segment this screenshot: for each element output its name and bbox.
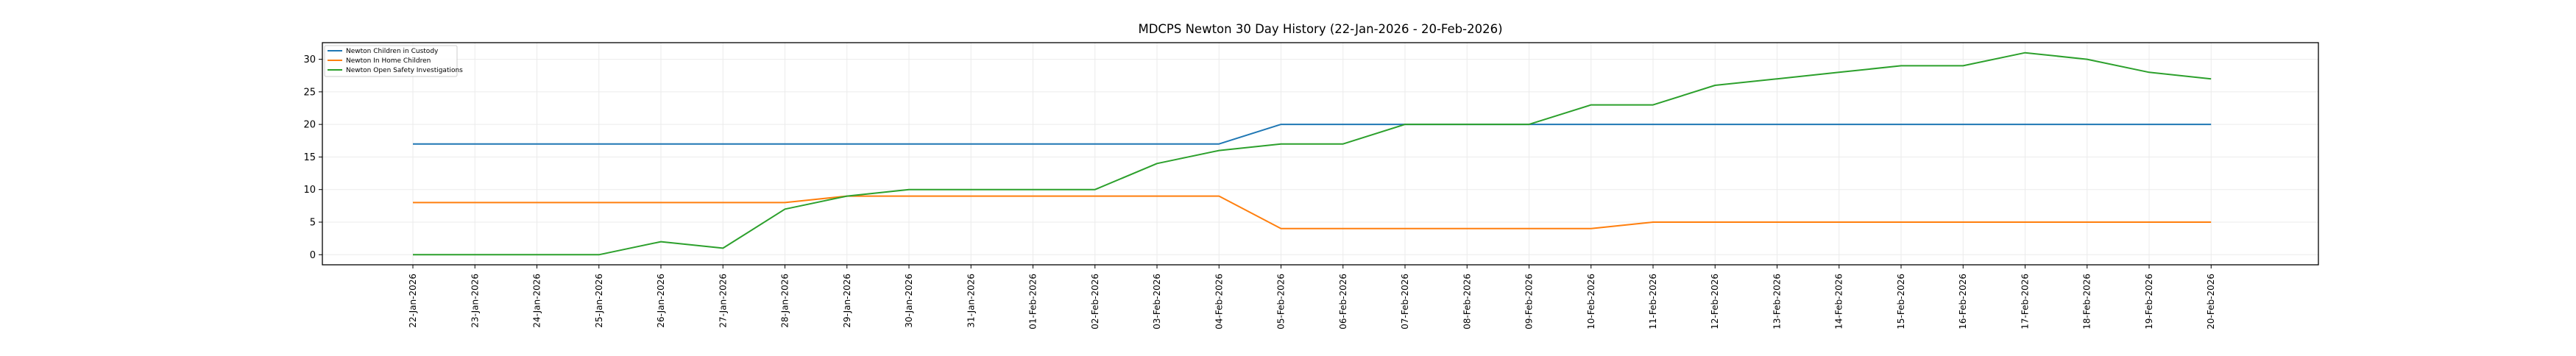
x-tick-label: 05-Feb-2026 bbox=[1276, 274, 1287, 330]
y-tick-label: 20 bbox=[303, 120, 316, 131]
grid bbox=[322, 43, 2318, 265]
x-tick-label: 23-Jan-2026 bbox=[470, 274, 480, 328]
y-tick-label: 15 bbox=[303, 152, 316, 163]
x-tick-label: 13-Feb-2026 bbox=[1772, 274, 1782, 330]
x-tick-label: 14-Feb-2026 bbox=[1834, 274, 1844, 330]
x-tick-label: 28-Jan-2026 bbox=[780, 274, 790, 328]
x-tick-label: 02-Feb-2026 bbox=[1090, 274, 1100, 330]
x-tick-label: 22-Jan-2026 bbox=[408, 274, 418, 328]
x-tick-label: 01-Feb-2026 bbox=[1028, 274, 1038, 330]
axes-frame bbox=[322, 43, 2318, 265]
x-tick-label: 16-Feb-2026 bbox=[1958, 274, 1968, 330]
legend-label: Newton Open Safety Investigations bbox=[346, 67, 463, 74]
x-tick-label: 17-Feb-2026 bbox=[2020, 274, 2030, 330]
legend-entry: Newton Open Safety Investigations bbox=[328, 67, 463, 74]
x-tick-label: 18-Feb-2026 bbox=[2082, 274, 2092, 330]
x-tick-label: 06-Feb-2026 bbox=[1338, 274, 1348, 330]
x-tick-label: 25-Jan-2026 bbox=[594, 274, 604, 328]
y-tick-label: 5 bbox=[310, 217, 316, 228]
x-tick-label: 08-Feb-2026 bbox=[1462, 274, 1472, 330]
y-tick-label: 0 bbox=[310, 250, 316, 261]
x-tick-label: 03-Feb-2026 bbox=[1152, 274, 1162, 330]
x-tick-label: 24-Jan-2026 bbox=[532, 274, 542, 328]
legend: Newton Children in Custody Newton In Hom… bbox=[325, 46, 463, 76]
x-tick-label: 10-Feb-2026 bbox=[1586, 274, 1596, 330]
y-tick-label: 25 bbox=[303, 87, 316, 98]
x-tick-label: 19-Feb-2026 bbox=[2144, 274, 2154, 330]
chart-title: MDCPS Newton 30 Day History (22-Jan-2026… bbox=[1138, 22, 1502, 36]
series-line-1 bbox=[413, 196, 2211, 229]
x-tick-label: 11-Feb-2026 bbox=[1648, 274, 1658, 330]
x-tick-label: 12-Feb-2026 bbox=[1710, 274, 1720, 330]
series-line-0 bbox=[413, 124, 2211, 144]
x-tick-label: 09-Feb-2026 bbox=[1524, 274, 1535, 330]
y-axis: 0 5 10 15 20 25 30 bbox=[303, 54, 322, 261]
x-axis: 22-Jan-2026 23-Jan-2026 24-Jan-2026 25-Jan-… bbox=[408, 265, 2216, 330]
x-tick-label: 20-Feb-2026 bbox=[2206, 274, 2216, 330]
y-tick-label: 30 bbox=[303, 54, 316, 65]
series-line-2 bbox=[413, 53, 2211, 255]
legend-label: Newton Children in Custody bbox=[346, 48, 439, 55]
x-tick-label: 04-Feb-2026 bbox=[1214, 274, 1224, 330]
x-tick-label: 07-Feb-2026 bbox=[1400, 274, 1410, 330]
legend-label: Newton In Home Children bbox=[346, 57, 431, 65]
x-tick-label: 15-Feb-2026 bbox=[1896, 274, 1906, 330]
series-lines bbox=[413, 53, 2211, 255]
x-tick-label: 26-Jan-2026 bbox=[656, 274, 666, 328]
x-tick-label: 30-Jan-2026 bbox=[904, 274, 914, 328]
x-tick-label: 29-Jan-2026 bbox=[842, 274, 852, 328]
x-tick-label: 31-Jan-2026 bbox=[966, 274, 976, 328]
x-tick-label: 27-Jan-2026 bbox=[718, 274, 728, 328]
y-tick-label: 10 bbox=[303, 185, 316, 196]
